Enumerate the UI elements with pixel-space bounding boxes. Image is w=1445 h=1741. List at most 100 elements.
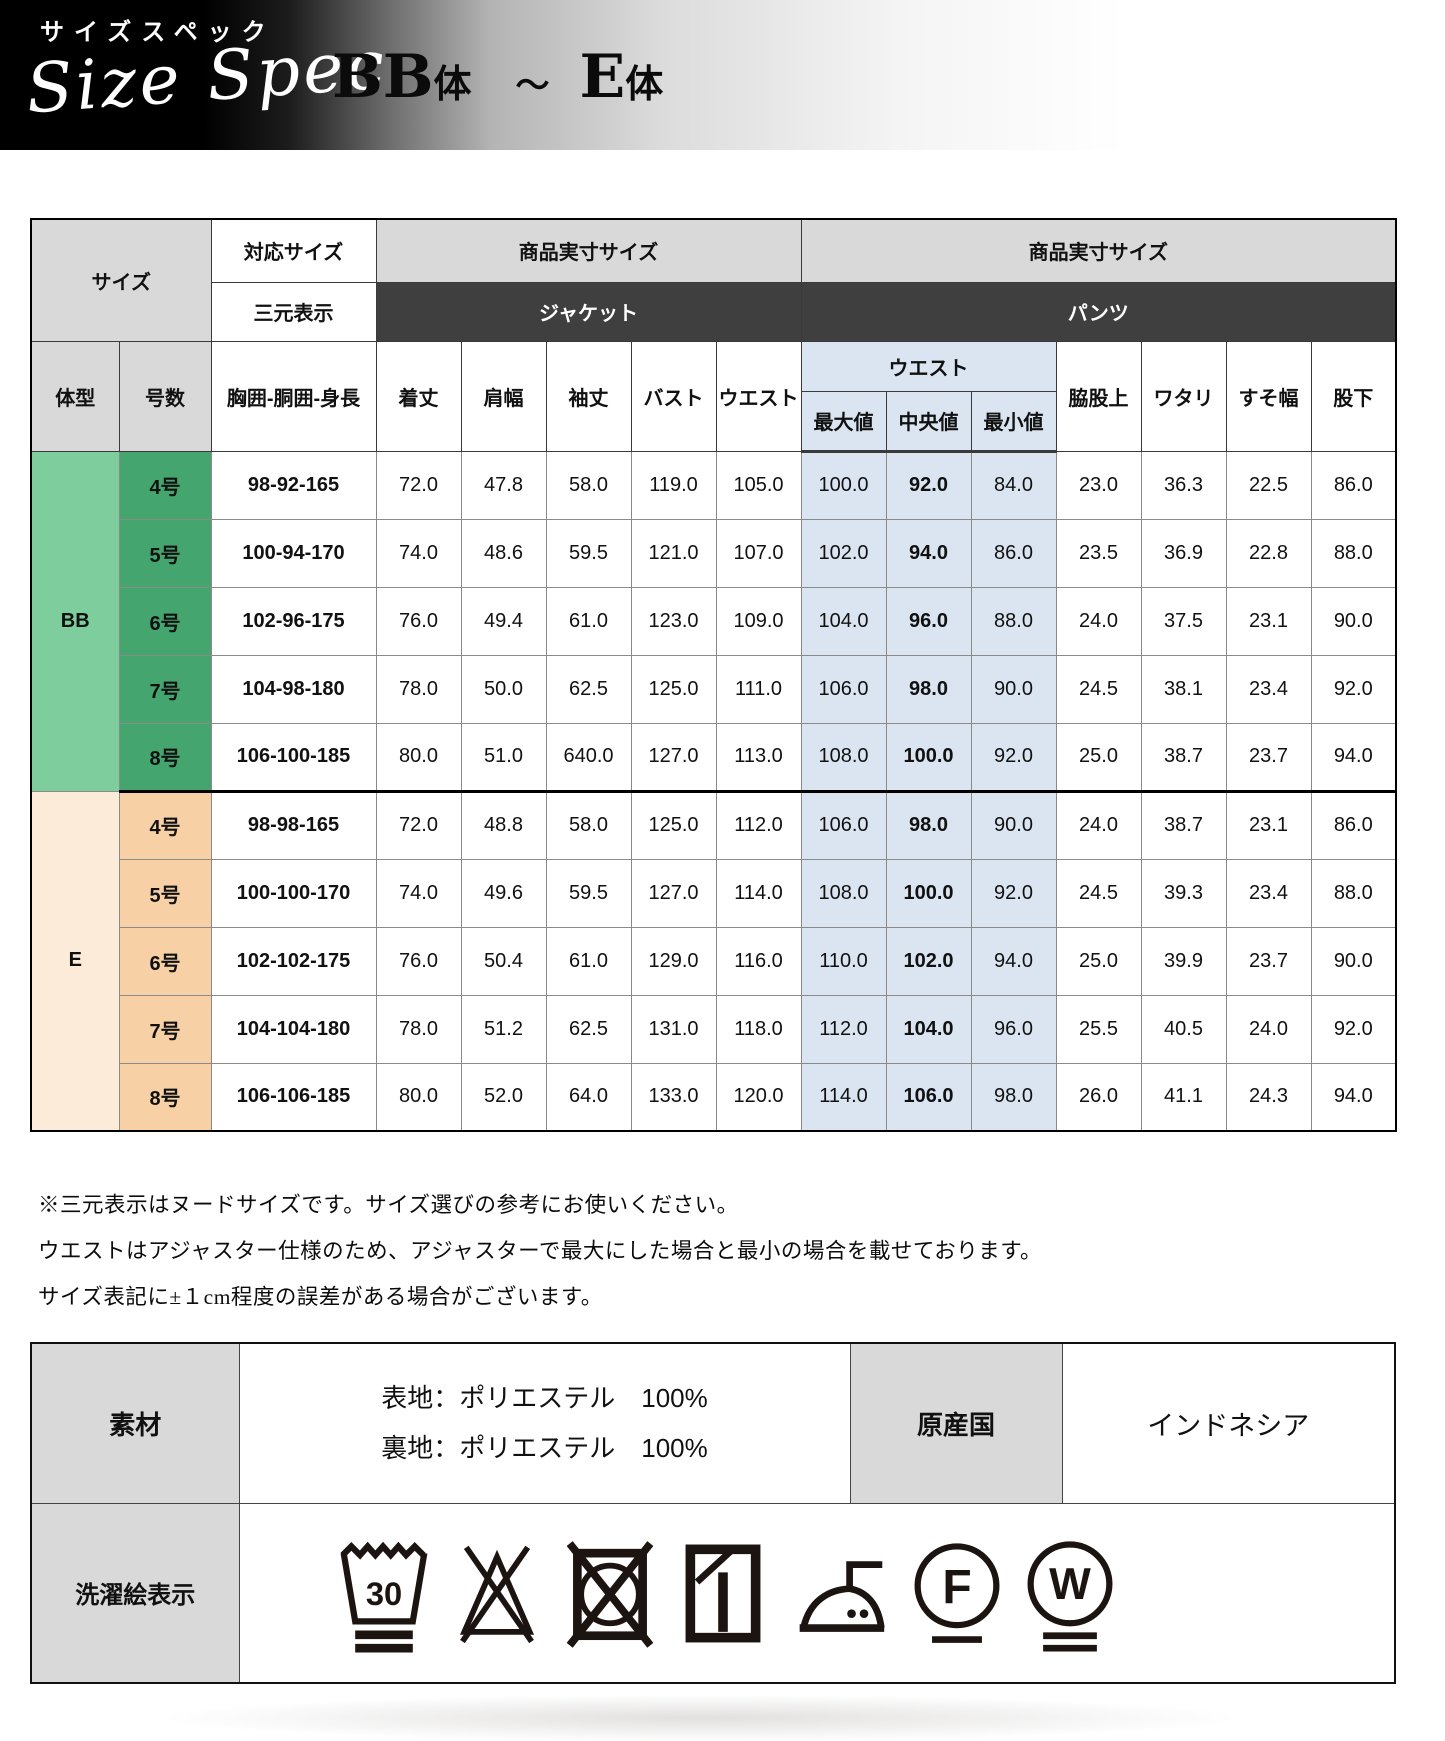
measurement-cell: 111.0: [715, 654, 802, 724]
nude-size-cell: 100-100-170: [210, 858, 377, 928]
measurement-cell: 107.0: [715, 518, 802, 588]
measurement-cell: 112.0: [800, 994, 887, 1064]
material-outer: 表地：ポリエステル 100%: [381, 1383, 708, 1414]
page-title-japanese: サイズスペック: [40, 19, 276, 46]
product-info-table: 素材 表地：ポリエステル 100% 裏地：ポリエステル 100% 原産国 インド…: [30, 1342, 1396, 1684]
range-left: BB: [332, 42, 434, 112]
measurement-cell: 84.0: [970, 450, 1057, 520]
measurement-cell: 72.0: [375, 790, 462, 860]
measurement-cell: 23.1: [1225, 790, 1312, 860]
measurement-cell: 88.0: [970, 586, 1057, 656]
body-type-cell: BB: [30, 450, 120, 792]
measurement-cell: 96.0: [970, 994, 1057, 1064]
measurement-cell: 102.0: [800, 518, 887, 588]
measurement-cell: 109.0: [715, 586, 802, 656]
measurement-cell: 48.8: [460, 790, 547, 860]
measurement-cell: 92.0: [970, 858, 1057, 928]
measurement-cell: 131.0: [630, 994, 717, 1064]
measurement-cell: 129.0: [630, 926, 717, 996]
table-row: 8号 106-100-185 80.0 51.0 640.0 127.0 113.0 108.…: [31, 722, 1397, 793]
col-header-shoulder: 肩幅: [460, 340, 547, 452]
measurement-cell: 24.5: [1055, 858, 1142, 928]
measurement-cell: 40.5: [1140, 994, 1227, 1064]
measurement-cell: 48.6: [460, 518, 547, 588]
material-label: 素材: [30, 1342, 240, 1504]
measurement-cell: 78.0: [375, 654, 462, 724]
measurement-cell: 114.0: [800, 1062, 887, 1132]
size-no-cell: 6号: [118, 926, 212, 996]
measurement-cell: 98.0: [885, 790, 972, 860]
measurement-cell: 110.0: [800, 926, 887, 996]
measurement-cell: 125.0: [630, 654, 717, 724]
measurement-cell: 61.0: [545, 926, 632, 996]
range-tilde: ～: [515, 66, 550, 106]
col-header-bust: バスト: [630, 340, 717, 452]
no-tumble-dry-icon: [566, 1540, 653, 1648]
measurement-cell: 23.0: [1055, 450, 1142, 520]
col-header-jacket-length: 着丈: [375, 340, 462, 452]
wetclean-w-icon: W: [1027, 1541, 1112, 1652]
measurement-cell: 94.0: [1310, 722, 1397, 793]
measurement-cell: 25.5: [1055, 994, 1142, 1064]
nude-size-cell: 100-94-170: [210, 518, 377, 588]
waist-group-header: ウエスト: [800, 340, 1057, 392]
nude-size-cell: 106-100-185: [210, 722, 377, 793]
measurement-cell: 78.0: [375, 994, 462, 1064]
measurement-cell: 106.0: [885, 1062, 972, 1132]
measurement-cell: 37.5: [1140, 586, 1227, 656]
shade-hang-dry-icon: [685, 1544, 760, 1643]
measurement-cell: 36.9: [1140, 518, 1227, 588]
measurement-cell: 25.0: [1055, 926, 1142, 996]
size-no-cell: 7号: [118, 994, 212, 1064]
measurement-cell: 59.5: [545, 858, 632, 928]
measurement-cell: 23.5: [1055, 518, 1142, 588]
measurement-cell: 113.0: [715, 722, 802, 793]
material-value: 表地：ポリエステル 100% 裏地：ポリエステル 100%: [238, 1342, 851, 1504]
measurement-cell: 90.0: [1310, 586, 1397, 656]
col-header-waist-min: 最小値: [970, 390, 1057, 453]
table-row: E 4号 98-98-165 72.0 48.8 58.0 125.0 112.0 106.0 9…: [30, 790, 1397, 1132]
notes-block: ※三元表示はヌードサイズです。サイズ選びの参考にお使いください。 ウエストはアジ…: [38, 1182, 1042, 1320]
origin-value: インドネシア: [1061, 1342, 1396, 1504]
size-no-cell: 6号: [118, 586, 212, 656]
table-row: 7号 104-98-180 78.0 50.0 62.5 125.0 111.0 106.0 9…: [31, 654, 1397, 724]
measurement-cell: 116.0: [715, 926, 802, 996]
nude-size-cell: 104-104-180: [210, 994, 377, 1064]
measurement-cell: 100.0: [885, 722, 972, 793]
note-line: ※三元表示はヌードサイズです。サイズ選びの参考にお使いください。: [38, 1193, 739, 1217]
measurement-cell: 39.3: [1140, 858, 1227, 928]
measurement-cell: 74.0: [375, 858, 462, 928]
measurement-cell: 112.0: [715, 790, 802, 860]
size-no-cell: 8号: [118, 1062, 212, 1132]
measurement-cell: 98.0: [970, 1062, 1057, 1132]
measurement-cell: 23.1: [1225, 586, 1312, 656]
measurement-cell: 105.0: [715, 450, 802, 520]
measurement-cell: 90.0: [970, 654, 1057, 724]
measurement-cell: 47.8: [460, 450, 547, 520]
table-row: 7号 104-104-180 78.0 51.2 62.5 131.0 118.0 112.0…: [31, 994, 1397, 1064]
measurement-cell: 92.0: [1310, 654, 1397, 724]
measurement-cell: 80.0: [375, 722, 462, 793]
header-band: サイズスペック Size Spec BB 体～ E 体: [0, 0, 1445, 150]
measurement-cell: 100.0: [885, 858, 972, 928]
table-row: 6号 102-102-175 76.0 50.4 61.0 129.0 116.0 110.0…: [31, 926, 1397, 996]
measurement-cell: 640.0: [545, 722, 632, 793]
measurement-cell: 25.0: [1055, 722, 1142, 793]
measurement-cell: 61.0: [545, 586, 632, 656]
measurement-cell: 62.5: [545, 994, 632, 1064]
measurement-cell: 41.1: [1140, 1062, 1227, 1132]
range-right: E: [579, 42, 626, 112]
measurement-cell: 80.0: [375, 1062, 462, 1132]
nude-size-cell: 98-98-165: [210, 790, 377, 860]
svg-text:F: F: [942, 1561, 971, 1614]
corner-size-label: サイズ: [30, 218, 212, 342]
measurement-cell: 23.7: [1225, 926, 1312, 996]
measurement-cell: 86.0: [1310, 450, 1397, 520]
measurement-cell: 119.0: [630, 450, 717, 520]
nude-size-cell: 102-102-175: [210, 926, 377, 996]
measurement-cell: 88.0: [1310, 518, 1397, 588]
jacket-group-header: 商品実寸サイズ: [375, 218, 802, 283]
col-header-nude-size: 胸囲-胴囲-身長: [210, 340, 377, 452]
range-left-suffix: 体: [433, 61, 472, 106]
measurement-cell: 38.7: [1140, 722, 1227, 793]
